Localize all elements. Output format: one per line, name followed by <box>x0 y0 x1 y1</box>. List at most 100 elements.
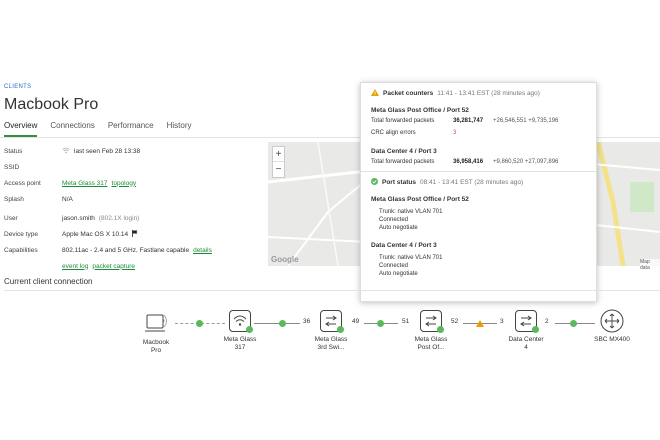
port-number: 49 <box>352 318 360 325</box>
check-icon <box>437 326 444 333</box>
splash-row: Splash N/A <box>4 191 266 207</box>
warning-icon <box>371 89 379 98</box>
ps-port2-line: Connected <box>379 263 409 269</box>
flag-icon[interactable] <box>132 229 138 239</box>
capabilities-value: 802.11ac - 2.4 and 5 GHz, Fastlane capab… <box>62 246 190 254</box>
check-icon <box>570 320 577 327</box>
client-properties: Status last seen Feb 28 13:38 SSID Acces… <box>4 143 266 274</box>
pc-port2-title: Data Center 4 / Port 3 <box>371 148 437 155</box>
zoom-out-button[interactable]: − <box>275 164 282 175</box>
port-status-time: 08:41 - 13:41 EST (28 minutes ago) <box>419 179 524 186</box>
ps-port1-line: Connected <box>379 217 409 223</box>
ps-port2-title: Data Center 4 / Port 3 <box>371 242 437 249</box>
topology-link[interactable]: topology <box>111 179 137 187</box>
pc-port1-forwarded-value: 36,281,747 <box>453 118 484 124</box>
packet-counters-time: 11:41 - 13:41 EST (28 minutes ago) <box>437 90 540 97</box>
check-icon <box>246 326 253 333</box>
user-label: User <box>4 214 18 222</box>
warning-icon[interactable] <box>476 320 484 327</box>
check-circle-icon <box>371 178 378 187</box>
user-note: (802.1X login) <box>98 214 140 222</box>
ps-port1-title: Meta Glass Post Office / Port 52 <box>371 196 469 203</box>
tab-connections[interactable]: Connections <box>50 121 95 130</box>
links-row: event log packet capture <box>4 258 266 274</box>
switch-icon[interactable] <box>320 310 342 332</box>
google-logo: Google <box>271 255 299 264</box>
ps-port2-line: Trunk: native VLAN 701 <box>379 255 443 261</box>
packet-capture-link[interactable]: packet capture <box>92 262 136 270</box>
check-icon <box>532 326 539 333</box>
capabilities-row: Capabilities 802.11ac - 2.4 and 5 GHz, F… <box>4 242 266 258</box>
crc-label: CRC align errors <box>371 130 416 136</box>
device-type-row: Device type Apple Mac OS X 10.14 <box>4 226 266 242</box>
crc-value: 3 <box>453 130 457 136</box>
node-label: Meta Glass Post Of... <box>414 336 448 352</box>
zoom-in-button[interactable]: + <box>273 147 284 162</box>
check-icon <box>337 326 344 333</box>
node-label: Data Center 4 <box>508 336 544 352</box>
status-label: Status <box>4 147 23 155</box>
map-zoom-control: + − <box>272 146 285 178</box>
access-point-icon[interactable] <box>229 310 251 332</box>
port-status-section: Port status 08:41 - 13:41 EST (28 minute… <box>361 172 596 283</box>
security-appliance-icon[interactable] <box>600 309 624 335</box>
port-number: 3 <box>500 318 504 325</box>
port-number: 52 <box>451 318 459 325</box>
link-line <box>254 323 300 324</box>
pc-port1-delta: +26,546,551 +9,735,196 <box>493 118 559 124</box>
node-label: SBC MX400 <box>594 336 630 343</box>
tab-overview[interactable]: Overview <box>4 121 38 137</box>
pc-port2-forwarded-value: 36,958,416 <box>453 159 484 165</box>
port-status-title: Port status <box>382 179 416 186</box>
details-link[interactable]: details <box>193 246 212 254</box>
check-icon <box>279 320 286 327</box>
device-type-value: Apple Mac OS X 10.14 <box>62 230 129 238</box>
check-icon <box>196 320 203 327</box>
ssid-label: SSID <box>4 163 20 171</box>
event-log-link[interactable]: event log <box>62 262 89 270</box>
ps-port1-line: Trunk: native VLAN 701 <box>379 209 443 215</box>
splash-value: N/A <box>62 195 73 203</box>
map-attribution[interactable]: Map data <box>640 259 660 271</box>
packet-counters-section: Packet counters 11:41 - 13:41 EST (28 mi… <box>361 83 596 171</box>
pc-port2-delta: +9,860,520 +27,097,896 <box>493 159 559 165</box>
access-point-row: Access point Meta Glass 317 topology <box>4 175 266 191</box>
tab-performance[interactable]: Performance <box>107 121 154 130</box>
check-icon <box>377 320 384 327</box>
node-label: Meta Glass 317 <box>223 336 257 352</box>
user-row: User jason.smith (802.1X login) <box>4 210 266 226</box>
page-title: Macbook Pro <box>4 96 99 113</box>
device-type-label: Device type <box>4 230 38 238</box>
pc-port1-title: Meta Glass Post Office / Port 52 <box>371 107 469 114</box>
popup-divider <box>361 171 596 172</box>
ps-port1-line: Auto negotiate <box>379 225 418 231</box>
tab-history[interactable]: History <box>166 121 192 130</box>
capabilities-label: Capabilities <box>4 246 38 254</box>
port-number: 36 <box>303 318 311 325</box>
pc-port1-forwarded-label: Total forwarded packets <box>371 118 435 124</box>
port-number: 51 <box>402 318 410 325</box>
breadcrumb[interactable]: CLIENTS <box>4 84 32 90</box>
tab-divider <box>0 137 660 138</box>
status-row: Status last seen Feb 28 13:38 <box>4 143 266 159</box>
status-value: last seen Feb 28 13:38 <box>74 147 141 155</box>
wifi-icon <box>62 147 70 156</box>
tooltip-popup: Packet counters 11:41 - 13:41 EST (28 mi… <box>360 82 597 302</box>
port-number: 2 <box>545 318 549 325</box>
user-value: jason.smith <box>62 214 95 222</box>
laptop-icon[interactable] <box>145 313 167 335</box>
pc-port2-forwarded-label: Total forwarded packets <box>371 159 435 165</box>
switch-icon[interactable] <box>420 310 442 332</box>
ssid-row: SSID <box>4 159 266 175</box>
packet-counters-title: Packet counters <box>383 90 434 97</box>
ps-port2-line: Auto negotiate <box>379 271 418 277</box>
tab-bar: Overview Connections Performance History <box>4 121 192 137</box>
switch-icon[interactable] <box>515 310 537 332</box>
current-connection-title: Current client connection <box>4 277 93 286</box>
node-label: Macbook Pro <box>142 339 170 355</box>
node-label: Meta Glass 3rd Swi... <box>314 336 348 352</box>
access-point-link[interactable]: Meta Glass 317 <box>62 179 108 187</box>
connection-panel <box>4 290 660 370</box>
splash-label: Splash <box>4 195 24 203</box>
access-point-label: Access point <box>4 179 41 187</box>
